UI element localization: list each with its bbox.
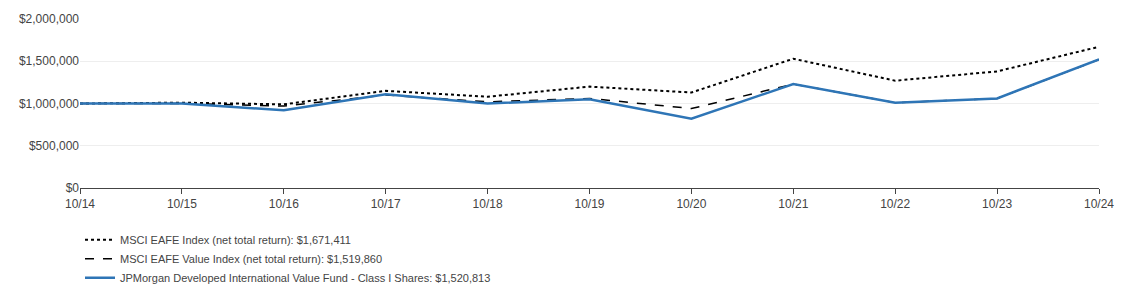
svg-text:10/20: 10/20: [676, 197, 706, 211]
svg-text:$2,000,000: $2,000,000: [19, 12, 79, 26]
svg-text:10/16: 10/16: [269, 197, 299, 211]
svg-text:MSCI EAFE Index (net total ret: MSCI EAFE Index (net total return): $1,6…: [120, 234, 351, 246]
svg-text:MSCI EAFE Value Index (net tot: MSCI EAFE Value Index (net total return)…: [120, 253, 382, 265]
svg-text:$1,500,000: $1,500,000: [19, 54, 79, 68]
svg-text:10/15: 10/15: [167, 197, 197, 211]
svg-text:$1,000,000: $1,000,000: [19, 97, 79, 111]
svg-text:10/24: 10/24: [1084, 197, 1114, 211]
svg-text:10/21: 10/21: [778, 197, 808, 211]
svg-text:$500,000: $500,000: [29, 139, 79, 153]
svg-text:10/23: 10/23: [982, 197, 1012, 211]
svg-text:10/19: 10/19: [574, 197, 604, 211]
svg-text:10/14: 10/14: [65, 197, 95, 211]
svg-text:$0: $0: [66, 181, 80, 195]
svg-text:10/22: 10/22: [880, 197, 910, 211]
svg-text:JPMorgan Developed Internation: JPMorgan Developed International Value F…: [120, 272, 490, 284]
svg-text:10/18: 10/18: [473, 197, 503, 211]
svg-text:10/17: 10/17: [371, 197, 401, 211]
